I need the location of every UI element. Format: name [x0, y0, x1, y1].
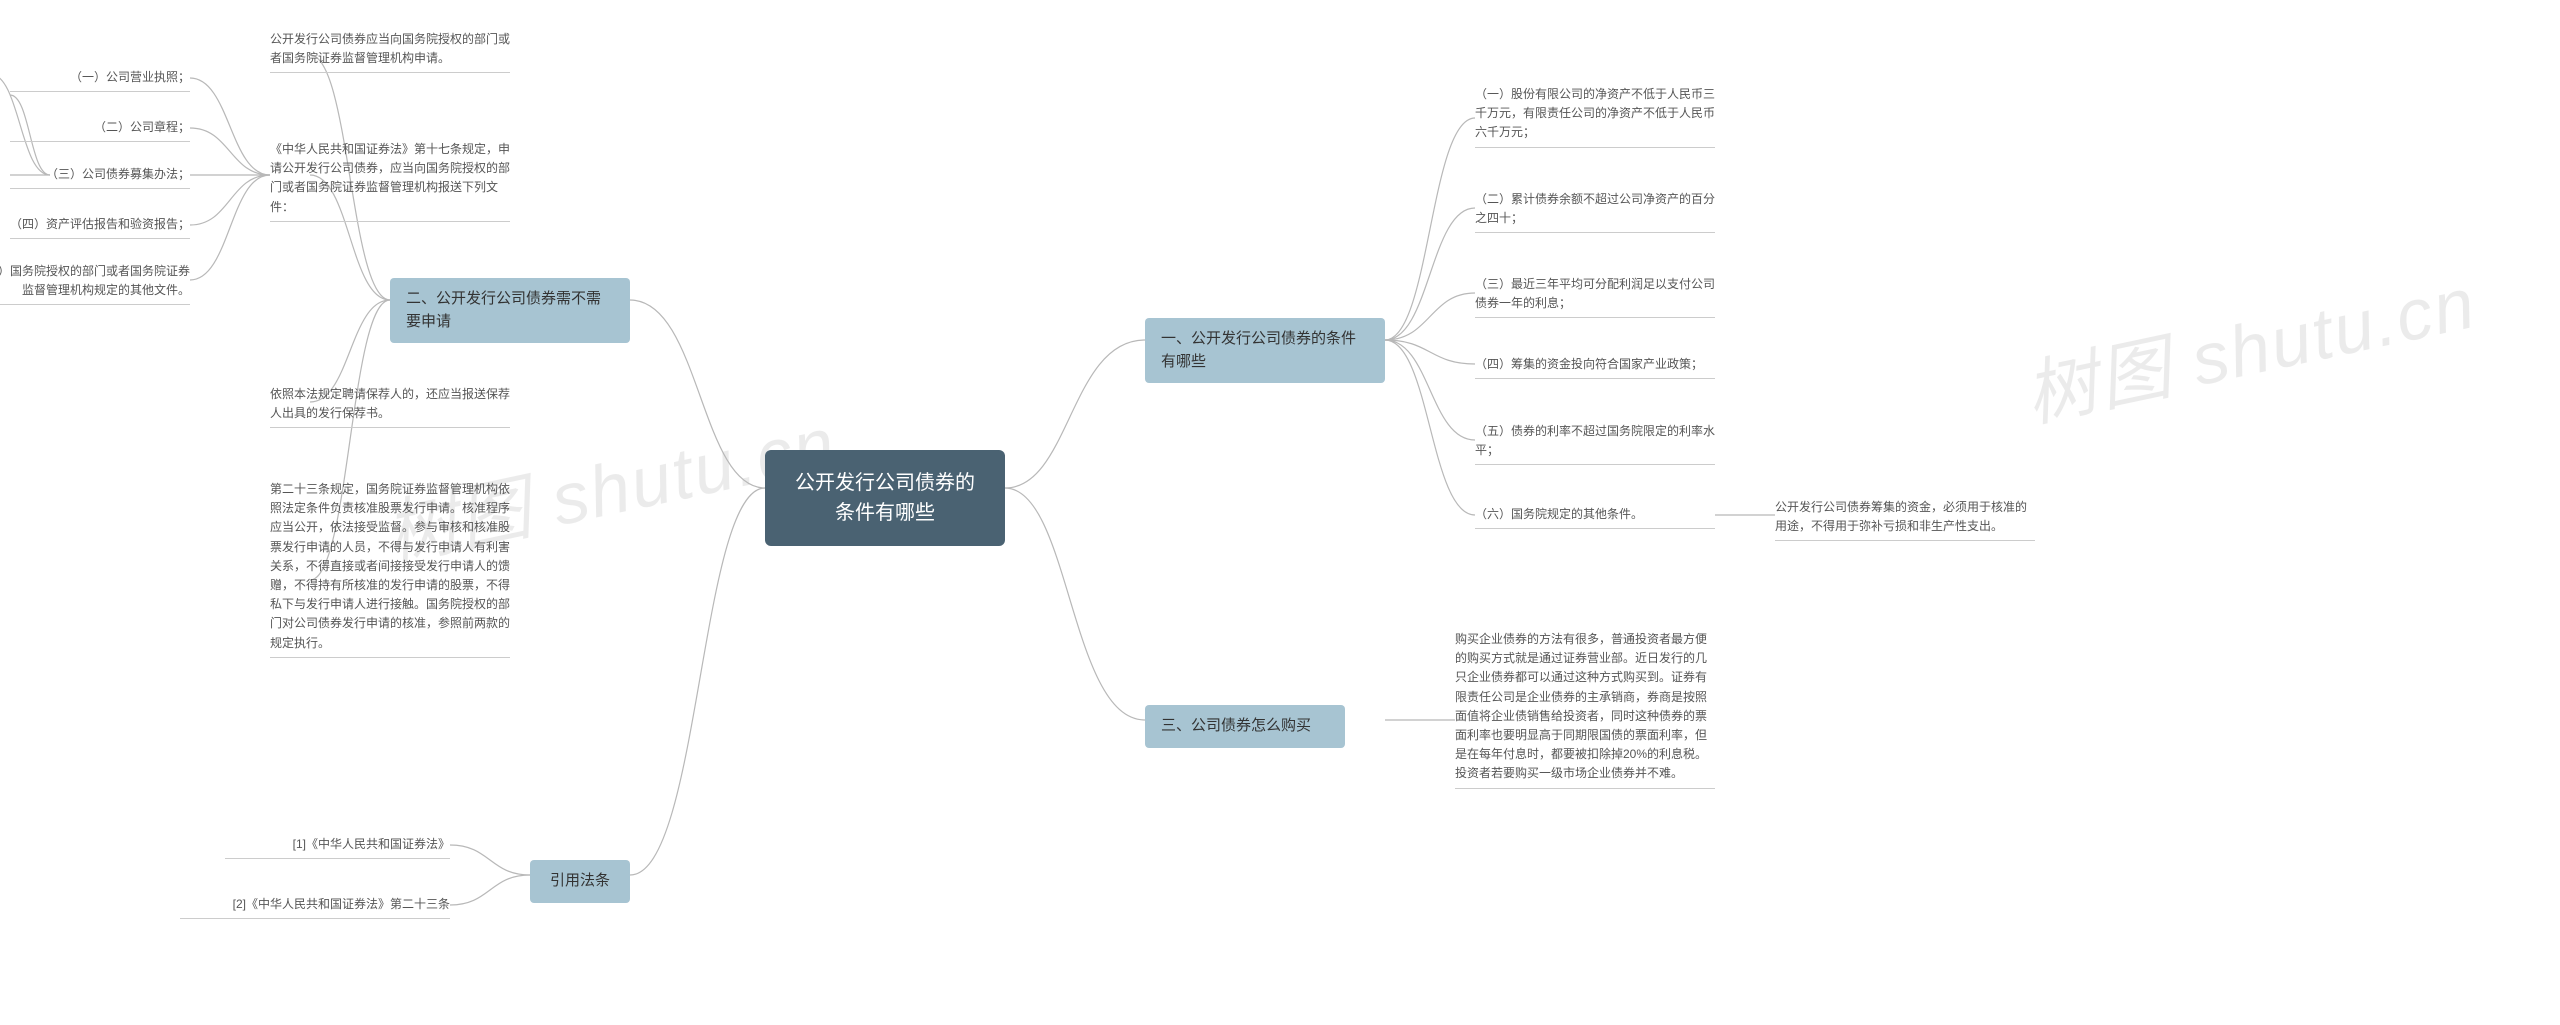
leaf-cond-2: （二）累计债券余额不超过公司净资产的百分之四十； — [1475, 190, 1715, 233]
leaf-apply-mid: 《中华人民共和国证券法》第十七条规定，申请公开发行公司债券，应当向国务院授权的部… — [270, 140, 510, 222]
leaf-cond-6: （六）国务院规定的其他条件。 — [1475, 505, 1715, 529]
leaf-cond-5: （五）债券的利率不超过国务院限定的利率水平； — [1475, 422, 1715, 465]
leaf-apply-top: 公开发行公司债券应当向国务院授权的部门或者国务院证券监督管理机构申请。 — [270, 30, 510, 73]
branch-conditions: 一、公开发行公司债券的条件有哪些 — [1145, 318, 1385, 383]
leaf-ref-1: [1]《中华人民共和国证券法》 — [225, 835, 450, 859]
leaf-cond-4: （四）筹集的资金投向符合国家产业政策； — [1475, 355, 1715, 379]
branch-ref: 引用法条 — [530, 860, 630, 903]
leaf-apply-sub3: （三）公司债券募集办法； — [10, 165, 190, 189]
branch-apply: 二、公开发行公司债券需不需要申请 — [390, 278, 630, 343]
leaf-cond-6-detail: 公开发行公司债券筹集的资金，必须用于核准的用途，不得用于弥补亏损和非生产性支出。 — [1775, 498, 2035, 541]
leaf-howbuy-detail: 购买企业债券的方法有很多，普通投资者最方便的购买方式就是通过证券营业部。近日发行… — [1455, 630, 1715, 789]
leaf-apply-sub4: （四）资产评估报告和验资报告； — [10, 215, 190, 239]
leaf-apply-sub1: （一）公司营业执照； — [10, 68, 190, 92]
branch-ref-title: 引用法条 — [550, 872, 610, 889]
branch-apply-title: 二、公开发行公司债券需不需要申请 — [406, 290, 601, 330]
leaf-cond-1: （一）股份有限公司的净资产不低于人民币三千万元，有限责任公司的净资产不低于人民币… — [1475, 85, 1715, 148]
leaf-apply-bottom2: 第二十三条规定，国务院证券监督管理机构依照法定条件负责核准股票发行申请。核准程序… — [270, 480, 510, 658]
branch-howbuy: 三、公司债券怎么购买 — [1145, 705, 1345, 748]
center-node: 公开发行公司债券的条件有哪些 — [765, 450, 1005, 546]
leaf-apply-sub2: （二）公司章程； — [10, 118, 190, 142]
center-title: 公开发行公司债券的条件有哪些 — [795, 472, 975, 524]
watermark-2: 树图 shutu.cn — [2014, 244, 2484, 442]
branch-howbuy-title: 三、公司债券怎么购买 — [1161, 717, 1311, 734]
leaf-apply-bottom1: 依照本法规定聘请保荐人的，还应当报送保荐人出具的发行保荐书。 — [270, 385, 510, 428]
branch-conditions-title: 一、公开发行公司债券的条件有哪些 — [1161, 330, 1356, 370]
leaf-ref-2: [2]《中华人民共和国证券法》第二十三条 — [180, 895, 450, 919]
leaf-apply-sub5: （五）国务院授权的部门或者国务院证券监督管理机构规定的其他文件。 — [0, 262, 190, 305]
leaf-cond-3: （三）最近三年平均可分配利润足以支付公司债券一年的利息； — [1475, 275, 1715, 318]
